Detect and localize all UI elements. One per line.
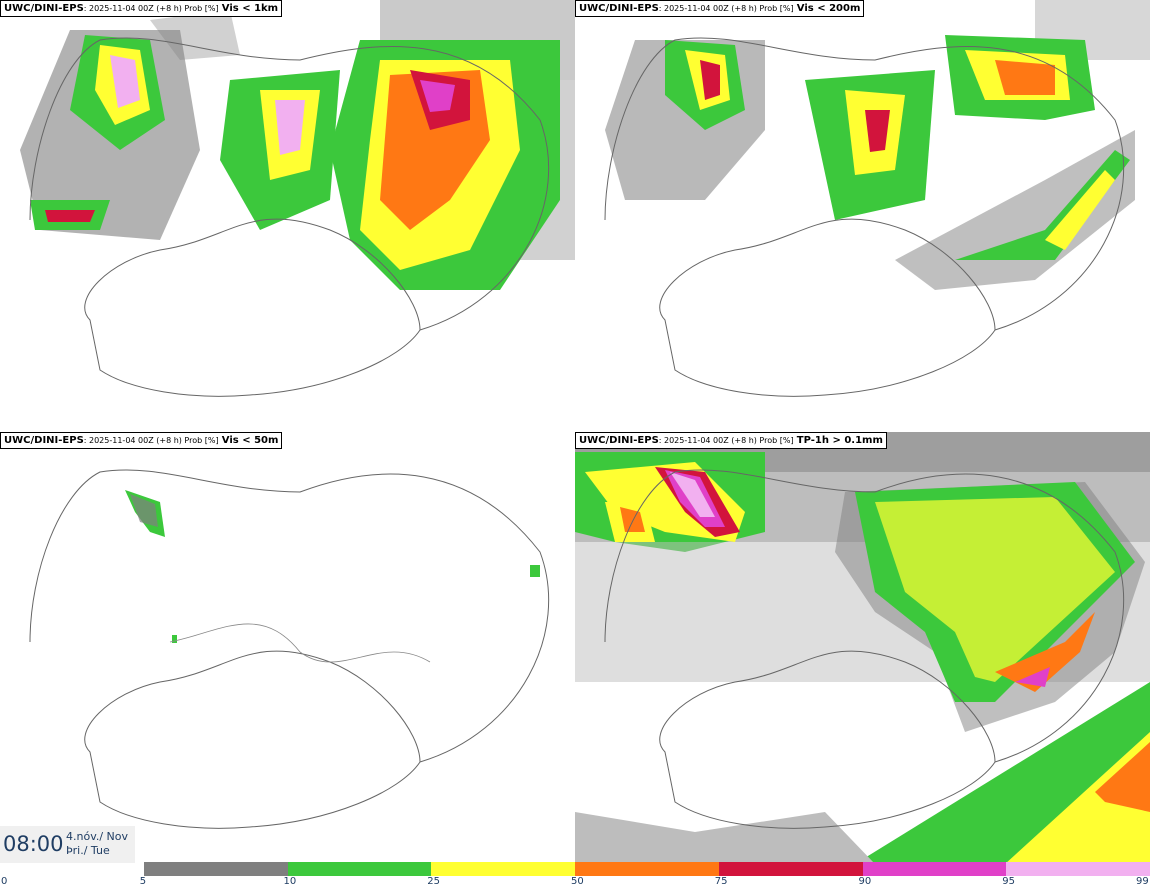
run-info: : 2025-11-04 00Z (+8 h) Prob [%] [658, 4, 794, 13]
panel-title: UWC/DINI-EPS: 2025-11-04 00Z (+8 h) Prob… [0, 0, 283, 17]
map-panel-tp-1h: UWC/DINI-EPS: 2025-11-04 00Z (+8 h) Prob… [575, 432, 1150, 864]
map-panel-vis-1km: UWC/DINI-EPS: 2025-11-04 00Z (+8 h) Prob… [0, 0, 575, 432]
colorbar-segment [431, 862, 575, 876]
date-line-1: 4.nóv./ Nov [66, 830, 129, 843]
colorbar-tick-label: 5 [139, 876, 147, 887]
colorbar-tick-label: 10 [283, 876, 297, 887]
colorbar-tick-label: 0 [1, 876, 8, 887]
colorbar-segment [143, 862, 288, 876]
valid-time-box: 08:00 4.nóv./ Nov Þri./ Tue [0, 826, 135, 863]
colorbar-segment [0, 862, 144, 876]
panel-title: UWC/DINI-EPS: 2025-11-04 00Z (+8 h) Prob… [575, 0, 865, 17]
colorbar-tick-label: 90 [858, 876, 872, 887]
run-info: : 2025-11-04 00Z (+8 h) Prob [%] [83, 436, 219, 445]
colorbar-tick-label: 95 [1002, 876, 1015, 887]
map-vis-200m [604, 0, 1150, 397]
model-name: UWC/DINI-EPS [579, 3, 659, 14]
colorbar-tick-label: 25 [427, 876, 440, 887]
model-name: UWC/DINI-EPS [4, 3, 84, 14]
parameter-name: Vis < 1km [221, 3, 279, 14]
panel-title: UWC/DINI-EPS: 2025-11-04 00Z (+8 h) Prob… [575, 432, 887, 449]
colorbar-segment [862, 862, 1007, 876]
parameter-name: Vis < 200m [796, 3, 861, 14]
colorbar-tick-label: 50 [571, 876, 584, 887]
map-tp-1h [575, 432, 1150, 864]
model-name: UWC/DINI-EPS [579, 435, 659, 446]
panel-title: UWC/DINI-EPS: 2025-11-04 00Z (+8 h) Prob… [0, 432, 283, 449]
colorbar-segment [575, 862, 719, 876]
map-vis-50m [29, 469, 549, 829]
colorbar-legend: 0 5 10 25 50 75 90 95 99 [0, 862, 1150, 891]
colorbar-tick-label: 99 [1136, 876, 1149, 887]
colorbar-segment [1006, 862, 1150, 876]
date-line-2: Þri./ Tue [66, 844, 110, 857]
map-vis-1km [20, 0, 575, 397]
valid-time-clock: 08:00 [3, 832, 64, 856]
colorbar-segment [718, 862, 863, 876]
parameter-name: TP-1h > 0.1mm [796, 435, 883, 446]
run-info: : 2025-11-04 00Z (+8 h) Prob [%] [658, 436, 794, 445]
model-name: UWC/DINI-EPS [4, 435, 84, 446]
run-info: : 2025-11-04 00Z (+8 h) Prob [%] [83, 4, 219, 13]
map-panel-vis-50m: UWC/DINI-EPS: 2025-11-04 00Z (+8 h) Prob… [0, 432, 575, 864]
colorbar-segment [287, 862, 432, 876]
colorbar-tick-label: 75 [714, 876, 728, 887]
map-panel-vis-200m: UWC/DINI-EPS: 2025-11-04 00Z (+8 h) Prob… [575, 0, 1150, 432]
parameter-name: Vis < 50m [221, 435, 279, 446]
valid-date: 4.nóv./ Nov Þri./ Tue [66, 830, 128, 858]
